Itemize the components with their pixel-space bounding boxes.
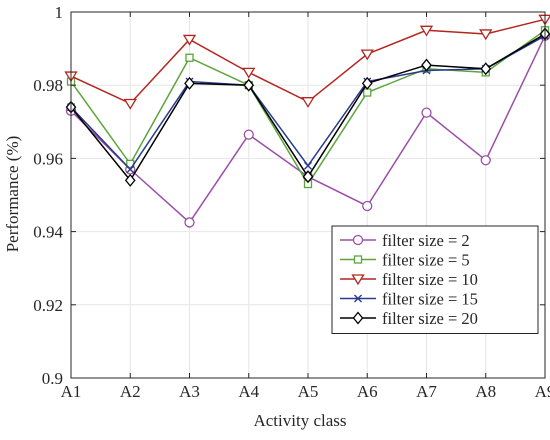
y-tick-label: 0.92 xyxy=(33,296,63,315)
x-tick-label: A9 xyxy=(535,382,550,401)
series-1-point xyxy=(363,201,372,210)
legend-label: filter size = 20 xyxy=(382,309,478,328)
x-axis-label: Activity class xyxy=(253,411,346,430)
y-tick-label: 0.98 xyxy=(33,76,63,95)
series-2-point xyxy=(364,89,371,96)
y-tick-label: 1 xyxy=(55,3,64,22)
x-tick-label: A6 xyxy=(357,382,378,401)
x-tick-label: A8 xyxy=(475,382,496,401)
x-tick-label: A1 xyxy=(61,382,82,401)
series-3-point xyxy=(125,100,136,109)
series-3-point xyxy=(303,98,314,107)
x-tick-label: A2 xyxy=(120,382,141,401)
x-tick-label: A5 xyxy=(298,382,319,401)
legend-label: filter size = 2 xyxy=(382,231,470,250)
y-axis-label: Performance (%) xyxy=(3,136,22,253)
series-3-point xyxy=(243,68,254,77)
legend-marker xyxy=(354,236,363,245)
y-tick-label: 0.9 xyxy=(42,369,63,388)
y-tick-label: 0.94 xyxy=(33,223,63,242)
x-tick-label: A3 xyxy=(179,382,200,401)
series-1-point xyxy=(422,108,431,117)
series-1-point xyxy=(244,130,253,139)
series-1-point xyxy=(481,156,490,165)
legend-label: filter size = 15 xyxy=(382,290,478,309)
legend-label: filter size = 5 xyxy=(382,251,470,270)
series-2-point xyxy=(186,54,193,61)
x-tick-label: A4 xyxy=(238,382,259,401)
series-1-point xyxy=(185,218,194,227)
legend-label: filter size = 10 xyxy=(382,270,478,289)
legend-marker xyxy=(355,256,362,263)
x-tick-label: A7 xyxy=(416,382,437,401)
axes-layer: A1 A2 A3 A4 A5 A6 A7 A8 A9 0.9 0.92 0.94 0.96 0.98 1 xyxy=(33,3,550,401)
y-tick-label: 0.96 xyxy=(33,149,63,168)
